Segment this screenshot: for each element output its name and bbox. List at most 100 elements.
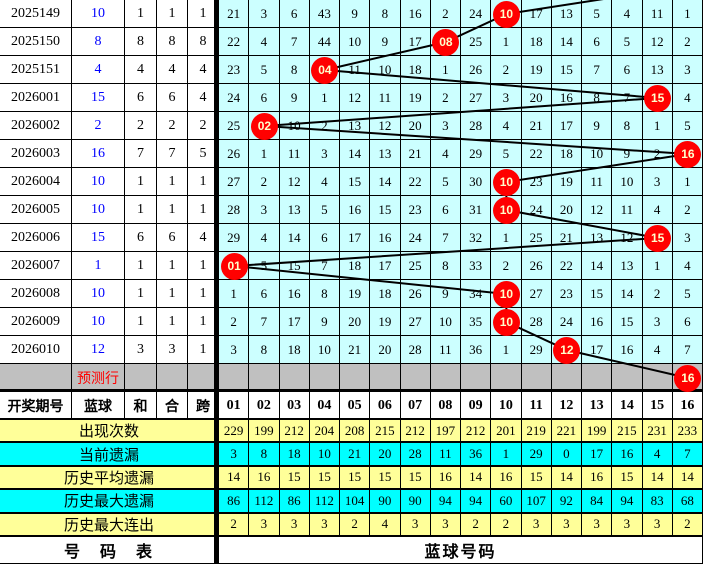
stat-value: 2 [219,513,250,537]
grid-cell: 16 [612,336,643,364]
he-cell: 7 [125,140,157,168]
grid-cell: 13 [582,224,613,252]
grid-cell: 4 [672,252,703,280]
stat-value: 212 [400,420,431,444]
stat-value: 14 [642,466,673,491]
blue-ball-circle: 15 [644,84,672,112]
blue-ball-circle: 04 [311,56,339,84]
grid-cell: 7 [309,252,340,280]
table-header-1: 蓝球 [72,392,125,420]
table-header-3: 合 [157,392,188,420]
grid-cell: 11 [642,0,673,28]
period-cell: 2026002 [0,112,72,140]
grid-cell: 17 [521,0,552,28]
grid-cell: 25 [219,112,250,140]
he-cell: 1 [125,252,157,280]
grid-cell: 23 [551,280,582,308]
blue-ball-value: 1 [72,252,125,280]
stat-value: 199 [582,420,613,444]
grid-cell: 12 [279,168,310,196]
grid-cell: 18 [551,140,582,168]
stat-value: 94 [461,490,492,514]
grid-cell: 9 [430,280,461,308]
stat-value: 8 [249,443,280,467]
stat-value: 15 [340,466,371,491]
grid-cell: 8 [612,112,643,140]
grid-cell: 23 [400,196,431,224]
above-footer-divider [0,535,703,537]
grid-cell: 26 [461,56,492,84]
column-header: 04 [309,392,340,420]
grid-cell: 15 [582,280,613,308]
grid-cell: 3 [249,0,280,28]
grid-cell: 1 [642,252,673,280]
grid-cell: 15 [340,168,371,196]
grid-cell: 1 [672,168,703,196]
stat-value: 90 [370,490,401,514]
grid-cell: 26 [219,140,250,168]
grid-cell: 2 [491,56,522,84]
grid-cell: 10 [612,168,643,196]
grid-cell: 3 [430,112,461,140]
grid-cell: 15 [551,56,582,84]
grid-cell: 19 [370,308,401,336]
prediction-grid-cell [582,364,613,392]
grid-cell: 5 [309,196,340,224]
grid-cell: 3 [249,196,280,224]
blue-ball-value: 15 [72,84,125,112]
hezhi-cell: 1 [157,196,188,224]
stat-value: 11 [430,443,461,467]
hezhi-cell: 7 [157,140,188,168]
he-cell: 1 [125,308,157,336]
grid-cell: 1 [309,84,340,112]
stat-value: 204 [309,420,340,444]
grid-cell: 4 [249,28,280,56]
grid-cell: 5 [491,140,522,168]
grid-cell: 28 [521,308,552,336]
stat-value: 29 [521,443,552,467]
kua-cell: 4 [188,56,219,84]
blue-ball-value: 10 [72,0,125,28]
blue-ball-value: 10 [72,168,125,196]
grid-cell: 24 [461,0,492,28]
hezhi-cell: 8 [157,28,188,56]
grid-cell: 25 [400,252,431,280]
stat-value: 2 [461,513,492,537]
grid-cell: 18 [279,336,310,364]
grid-cell: 20 [400,112,431,140]
kua-cell: 1 [188,280,219,308]
stat-value: 84 [582,490,613,514]
period-cell: 2026001 [0,84,72,112]
grid-cell: 29 [219,224,250,252]
hezhi-cell: 1 [157,308,188,336]
grid-cell: 25 [461,28,492,56]
blue-ball-value: 15 [72,224,125,252]
stat-label: 历史平均遗漏 [0,466,219,491]
stat-value: 83 [642,490,673,514]
grid-cell: 4 [642,336,673,364]
grid-cell: 9 [370,28,401,56]
left-grid-divider [214,0,219,564]
hezhi-cell: 1 [157,168,188,196]
blue-ball-circle: 08 [432,28,460,56]
stat-value: 3 [430,513,461,537]
period-cell: 2026007 [0,252,72,280]
grid-cell: 9 [279,84,310,112]
column-header: 06 [370,392,401,420]
grid-cell: 27 [219,168,250,196]
grid-cell: 19 [340,280,371,308]
grid-cell: 4 [430,140,461,168]
grid-cell: 44 [309,28,340,56]
grid-cell: 2 [219,308,250,336]
below-header-divider [0,418,703,420]
grid-cell: 10 [279,112,310,140]
grid-cell: 2 [491,252,522,280]
grid-cell: 4 [672,84,703,112]
period-cell: 2026005 [0,196,72,224]
column-header: 13 [582,392,613,420]
prediction-grid-cell [219,364,250,392]
he-cell: 3 [125,336,157,364]
above-header-divider [0,389,703,392]
grid-cell: 18 [370,280,401,308]
grid-cell: 34 [461,280,492,308]
